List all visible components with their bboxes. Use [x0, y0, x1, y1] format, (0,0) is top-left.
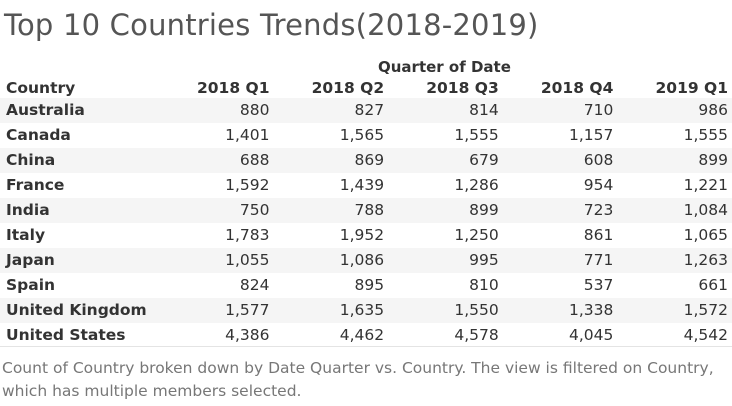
- table-row: France 1,592 1,439 1,286 954 1,221: [0, 173, 732, 198]
- caption-divider: [0, 346, 732, 347]
- caption: Count of Country broken down by Date Qua…: [2, 359, 714, 400]
- table-row: United States 4,386 4,462 4,578 4,045 4,542: [0, 323, 732, 348]
- value-cell: 1,250: [388, 223, 503, 248]
- value-cell: 880: [158, 98, 274, 123]
- table-body: Australia 880 827 814 710 986 Canada 1,401 1,565…: [0, 98, 732, 348]
- column-group-header: Quarter of Date: [0, 58, 732, 78]
- country-cell: Japan: [0, 248, 159, 273]
- value-cell: 750: [158, 198, 274, 223]
- table-row: Italy 1,783 1,952 1,250 861 1,065: [0, 223, 732, 248]
- value-cell: 4,386: [158, 323, 274, 348]
- value-cell: 1,439: [273, 173, 389, 198]
- value-cell: 1,555: [388, 123, 503, 148]
- value-cell: 788: [273, 198, 389, 223]
- value-cell: 688: [158, 148, 274, 173]
- table-row: Canada 1,401 1,565 1,555 1,157 1,555: [0, 123, 732, 148]
- value-cell: 827: [273, 98, 389, 123]
- column-header: 2018 Q1: [196, 79, 270, 97]
- value-cell: 723: [502, 198, 618, 223]
- table-row: China 688 869 679 608 899: [0, 148, 732, 173]
- column-header: 2019 Q1: [655, 79, 729, 97]
- value-cell: 710: [502, 98, 618, 123]
- value-cell: 1,086: [273, 248, 389, 273]
- value-cell: 771: [502, 248, 618, 273]
- value-cell: 1,221: [617, 173, 732, 198]
- value-cell: 1,783: [158, 223, 274, 248]
- row-header-country: Country: [6, 79, 76, 97]
- value-cell: 1,065: [617, 223, 732, 248]
- data-table: Country 2018 Q1 2018 Q2 2018 Q3 2018 Q4 …: [0, 78, 732, 348]
- table-row: United Kingdom 1,577 1,635 1,550 1,338 1,572: [0, 298, 732, 323]
- header-row: Country 2018 Q1 2018 Q2 2018 Q3 2018 Q4 …: [0, 78, 732, 98]
- value-cell: 995: [388, 248, 503, 273]
- value-cell: 810: [388, 273, 503, 298]
- value-cell: 608: [502, 148, 618, 173]
- value-cell: 1,565: [273, 123, 389, 148]
- value-cell: 899: [388, 198, 503, 223]
- country-cell: United Kingdom: [0, 298, 159, 323]
- country-cell: Australia: [0, 98, 159, 123]
- value-cell: 1,084: [617, 198, 732, 223]
- value-cell: 4,045: [502, 323, 618, 348]
- value-cell: 824: [158, 273, 274, 298]
- value-cell: 869: [273, 148, 389, 173]
- column-header: 2018 Q3: [426, 79, 499, 97]
- value-cell: 1,592: [158, 173, 274, 198]
- value-cell: 1,572: [617, 298, 732, 323]
- table-row: Spain 824 895 810 537 661: [0, 273, 732, 298]
- value-cell: 1,401: [158, 123, 274, 148]
- value-cell: 1,286: [388, 173, 503, 198]
- value-cell: 1,157: [502, 123, 618, 148]
- value-cell: 899: [617, 148, 732, 173]
- country-cell: Canada: [0, 123, 159, 148]
- value-cell: 679: [388, 148, 503, 173]
- value-cell: 1,550: [388, 298, 503, 323]
- value-cell: 4,462: [273, 323, 389, 348]
- country-cell: Italy: [0, 223, 159, 248]
- value-cell: 1,952: [273, 223, 389, 248]
- value-cell: 4,542: [617, 323, 732, 348]
- value-cell: 954: [502, 173, 618, 198]
- value-cell: 1,263: [617, 248, 732, 273]
- value-cell: 661: [617, 273, 732, 298]
- column-header: 2018 Q4: [540, 79, 614, 97]
- column-header: 2018 Q2: [311, 79, 385, 97]
- country-cell: France: [0, 173, 159, 198]
- value-cell: 537: [502, 273, 618, 298]
- value-cell: 895: [273, 273, 389, 298]
- table-row: India 750 788 899 723 1,084: [0, 198, 732, 223]
- column-group-label: Quarter of Date: [378, 58, 511, 76]
- value-cell: 986: [617, 98, 732, 123]
- table-row: Japan 1,055 1,086 995 771 1,263: [0, 248, 732, 273]
- value-cell: 861: [502, 223, 618, 248]
- value-cell: 1,338: [502, 298, 618, 323]
- country-cell: Spain: [0, 273, 159, 298]
- value-cell: 1,055: [158, 248, 274, 273]
- chart-title: Top 10 Countries Trends(2018-2019): [4, 8, 539, 42]
- value-cell: 1,577: [158, 298, 274, 323]
- table-row: Australia 880 827 814 710 986: [0, 98, 732, 123]
- value-cell: 4,578: [388, 323, 503, 348]
- value-cell: 1,555: [617, 123, 732, 148]
- country-cell: United States: [0, 323, 159, 348]
- value-cell: 814: [388, 98, 503, 123]
- country-cell: India: [0, 198, 159, 223]
- value-cell: 1,635: [273, 298, 389, 323]
- country-cell: China: [0, 148, 159, 173]
